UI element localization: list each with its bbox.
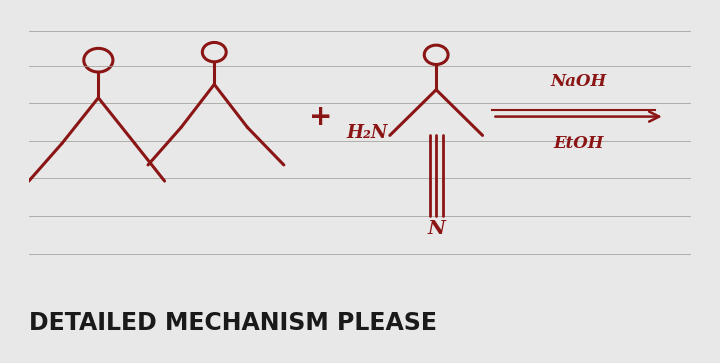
Text: DETAILED MECHANISM PLEASE: DETAILED MECHANISM PLEASE bbox=[29, 311, 437, 335]
Text: N: N bbox=[427, 220, 445, 238]
Text: +: + bbox=[309, 103, 332, 131]
Text: EtOH: EtOH bbox=[554, 135, 604, 152]
Text: NaOH: NaOH bbox=[551, 73, 607, 90]
Text: H₂N: H₂N bbox=[346, 124, 387, 142]
